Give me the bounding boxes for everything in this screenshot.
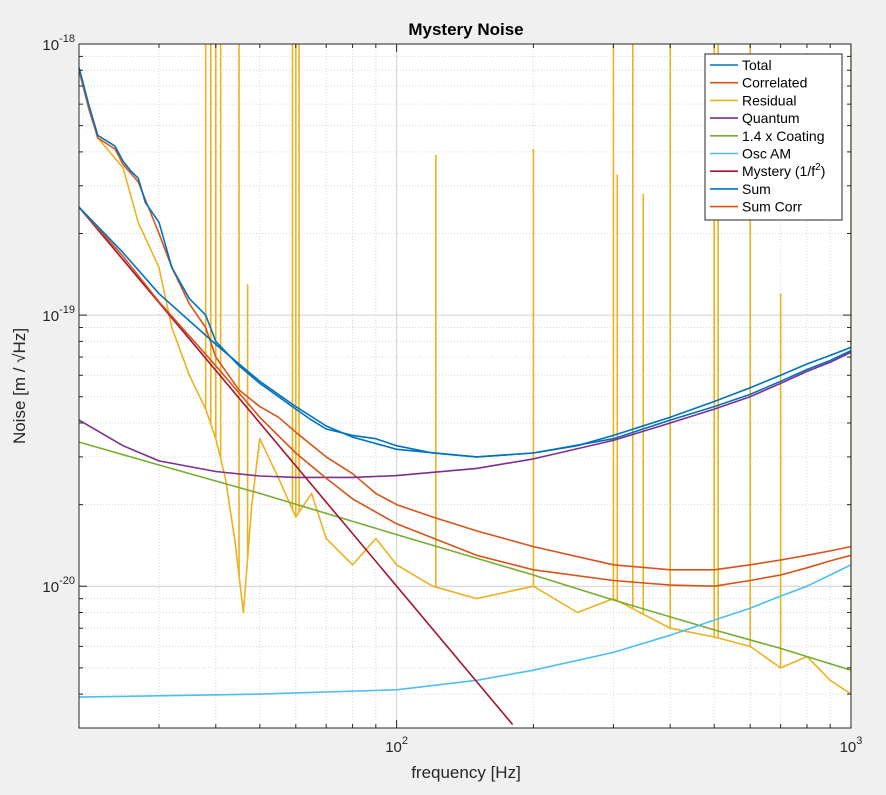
legend-entry-label: Quantum <box>742 110 800 126</box>
legend-entry-label: Residual <box>742 92 796 108</box>
y-tick-label: 10-18 <box>42 33 75 54</box>
series-line-quantum <box>79 351 851 479</box>
legend-entry-label: 1.4 x Coating <box>742 128 825 144</box>
tick-marks <box>78 43 852 729</box>
y-tick-label-base: 10 <box>42 308 59 325</box>
y-tick-label-exponent: -18 <box>59 33 75 45</box>
x-tick-label: 102 <box>385 735 408 756</box>
legend-box <box>704 53 843 221</box>
y-tick-label: 10-20 <box>42 575 75 596</box>
series-line-total <box>79 67 851 458</box>
legend-entry-label: Sum Corr <box>742 199 802 215</box>
legend-label-superscript: 2 <box>815 162 821 173</box>
y-tick-label: 10-19 <box>42 304 75 325</box>
series-line-correlated <box>79 70 851 571</box>
x-tick-label-base: 10 <box>385 739 402 756</box>
series-line-mystery <box>79 206 514 726</box>
legend-entry-label: Sum <box>742 181 771 197</box>
x-tick-label: 103 <box>840 735 863 756</box>
y-tick-label-base: 10 <box>42 37 59 54</box>
series-line-residual <box>79 70 851 695</box>
legend-entry-label: Correlated <box>742 75 807 91</box>
y-axis-label-part-2: Hz] <box>10 328 29 354</box>
y-axis-label-part-1: Noise [m / <box>10 363 29 444</box>
x-tick-label-base: 10 <box>840 739 857 756</box>
x-tick-label-exponent: 2 <box>402 735 408 747</box>
legend-entry-label: Osc AM <box>742 146 791 162</box>
y-tick-label-base: 10 <box>42 579 59 596</box>
x-axis-label: frequency [Hz] <box>411 763 521 782</box>
y-tick-label-exponent: -19 <box>59 304 75 316</box>
y-axis-label: Noise [m / √Hz] <box>10 328 29 444</box>
legend-entry-label: Total <box>742 57 772 73</box>
x-tick-label-exponent: 3 <box>856 735 862 747</box>
series-line-sum <box>79 206 851 458</box>
legend-label-main: Mystery (1/f <box>742 163 815 179</box>
series-line-1-4-x-coating <box>79 441 851 671</box>
series-line-osc-am <box>79 564 851 698</box>
series-line-sum-corr <box>79 206 851 587</box>
y-tick-label-exponent: -20 <box>59 575 75 587</box>
plot-frame <box>78 43 852 729</box>
legend-entry-label: Mystery (1/f2) <box>742 162 825 179</box>
legend-label-close: ) <box>821 163 826 179</box>
y-axis-label-sqrt: √ <box>10 353 29 363</box>
chart-title: Mystery Noise <box>408 20 523 39</box>
